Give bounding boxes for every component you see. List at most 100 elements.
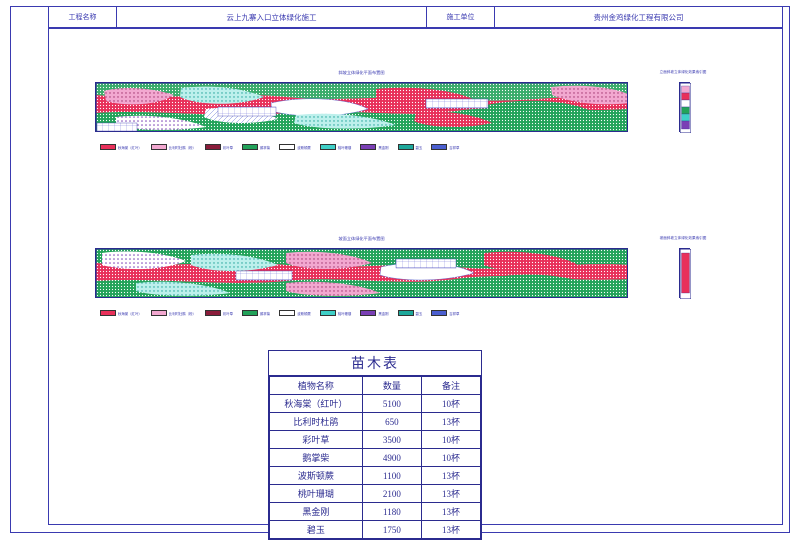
legend-item: 吉祥草	[431, 144, 459, 150]
legend-row-2: 秋海棠（红叶） 比利时杜鹃（粉） 彩叶草 鹅掌柴 波斯顿蕨 桃叶珊瑚 黑金刚 碧…	[100, 310, 468, 316]
legend-label: 鹅掌柴	[260, 145, 271, 150]
legend-swatch	[360, 144, 377, 150]
legend-swatch	[150, 144, 167, 150]
table-row: 波斯顿蕨 1100 13杯	[269, 466, 482, 485]
legend-label: 波斯顿蕨	[297, 145, 311, 150]
legend-swatch	[397, 144, 414, 150]
table-row: 碧玉 1750 13杯	[269, 520, 482, 539]
cell-remark: 10杯	[420, 448, 482, 467]
cell-remark: 10杯	[420, 394, 482, 413]
legend-swatch	[100, 310, 116, 316]
legend-swatch	[431, 310, 448, 316]
cell-plant-name: 桃叶珊瑚	[269, 484, 363, 503]
plan-2-svg	[96, 249, 627, 297]
cell-quantity: 1180	[361, 502, 422, 521]
table-row: 彩叶草 3500 10杯	[269, 430, 482, 449]
legend-swatch	[279, 310, 296, 316]
table-row: 秋海棠（红叶） 5100 10杯	[269, 394, 482, 413]
cell-plant-name: 碧玉	[269, 520, 363, 539]
legend-swatch	[204, 144, 221, 150]
plan-1-drawing	[95, 82, 628, 132]
construction-unit-value: 贵州金鸡绿化工程有限公司	[593, 12, 684, 22]
legend-item: 桃叶珊瑚	[319, 310, 351, 316]
legend-swatch	[242, 310, 259, 316]
legend-item: 鹅掌柴	[242, 144, 270, 150]
legend-item: 黑金刚	[360, 310, 389, 316]
cell-quantity: 4900	[361, 448, 422, 467]
cell-remark: 13杯	[420, 466, 482, 485]
plan-2-drawing	[95, 248, 628, 298]
cell-remark: 13杯	[420, 484, 482, 503]
cell-quantity: 2100	[361, 484, 422, 503]
legend-label: 黑金刚	[378, 145, 389, 150]
legend-label: 黑金刚	[378, 311, 389, 316]
plan-1-svg	[96, 83, 627, 131]
legend-label: 彩叶草	[222, 311, 234, 316]
plant-table: 苗木表 植物名称 数量 备注 秋海棠（红叶） 5100 10杯 比利时杜鹃 65…	[268, 350, 482, 540]
side-index-2-box	[679, 248, 692, 300]
legend-swatch	[204, 310, 221, 316]
project-name-label: 工程名称	[49, 7, 117, 27]
plan-2-caption: 坡面立体绿化平面布置图	[338, 236, 385, 241]
title-block: 工程名称 云上九寨入口立体绿化施工 施工单位 贵州金鸡绿化工程有限公司	[48, 6, 783, 28]
header-plant-name: 植物名称	[269, 376, 363, 395]
legend-swatch	[279, 144, 296, 150]
legend-item: 比利时杜鹃（粉）	[150, 144, 196, 150]
side-index-2-svg	[679, 248, 692, 300]
legend-label: 碧玉	[415, 145, 423, 150]
legend-item: 碧玉	[397, 144, 423, 150]
cell-plant-name: 黑金刚	[269, 502, 363, 521]
legend-label: 彩叶草	[222, 145, 234, 150]
legend-swatch	[100, 144, 116, 150]
legend-swatch	[242, 144, 259, 150]
legend-item: 黑金刚	[360, 144, 389, 150]
legend-label: 秋海棠（红叶）	[118, 145, 142, 150]
legend-label: 桃叶珊瑚	[337, 145, 352, 150]
legend-label: 比利时杜鹃（粉）	[168, 311, 196, 316]
legend-swatch	[431, 144, 448, 150]
legend-label: 比利时杜鹃（粉）	[168, 145, 196, 150]
legend-item: 桃叶珊瑚	[319, 144, 352, 150]
side-index-1-svg	[679, 82, 692, 134]
side-index-2-caption: 坡面斜坡立体绿化效果索引图	[659, 236, 707, 240]
cell-plant-name: 秋海棠（红叶）	[269, 394, 363, 413]
cell-remark: 13杯	[420, 520, 482, 539]
legend-label: 吉祥草	[449, 311, 460, 316]
legend-swatch	[150, 310, 167, 316]
legend-item: 彩叶草	[204, 144, 234, 150]
plant-table-grid: 植物名称 数量 备注 秋海棠（红叶） 5100 10杯 比利时杜鹃 650 13…	[269, 376, 482, 539]
legend-item: 波斯顿蕨	[279, 144, 311, 150]
legend-item: 波斯顿蕨	[279, 310, 311, 316]
legend-swatch	[319, 144, 336, 150]
cell-quantity: 1100	[361, 466, 422, 485]
cell-remark: 10杯	[420, 430, 482, 449]
side-index-1-caption: 立面斜坡立体绿化效果索引图	[659, 70, 707, 74]
legend-item: 碧玉	[397, 310, 423, 316]
cell-quantity: 5100	[361, 394, 422, 413]
cell-plant-name: 彩叶草	[269, 430, 363, 449]
header-quantity: 数量	[361, 376, 422, 395]
table-row: 鹅掌柴 4900 10杯	[269, 448, 482, 467]
cell-plant-name: 波斯顿蕨	[269, 466, 363, 485]
legend-item: 鹅掌柴	[242, 310, 270, 316]
legend-label: 秋海棠（红叶）	[118, 311, 142, 316]
table-header-row: 植物名称 数量 备注	[269, 376, 482, 395]
project-name-value: 云上九寨入口立体绿化施工	[117, 7, 427, 27]
legend-item: 彩叶草	[204, 310, 234, 316]
legend-label: 波斯顿蕨	[297, 311, 311, 316]
construction-unit-label: 施工单位	[427, 7, 495, 27]
side-index-1-box	[679, 82, 692, 134]
cell-plant-name: 比利时杜鹃	[269, 412, 363, 431]
legend-item: 秋海棠（红叶）	[100, 144, 142, 150]
legend-item: 比利时杜鹃（粉）	[150, 310, 196, 316]
legend-label: 鹅掌柴	[260, 311, 271, 316]
legend-label: 碧玉	[415, 311, 423, 316]
legend-item: 吉祥草	[431, 310, 459, 316]
cell-remark: 13杯	[420, 412, 482, 431]
cell-remark: 13杯	[420, 502, 482, 521]
plan-1-caption: 斜坡立体绿化平面布置图	[338, 70, 385, 75]
cell-quantity: 650	[361, 412, 422, 431]
legend-row-1: 秋海棠（红叶） 比利时杜鹃（粉） 彩叶草 鹅掌柴 波斯顿蕨 桃叶珊瑚 黑金刚 碧…	[100, 144, 468, 150]
legend-label: 吉祥草	[449, 145, 460, 150]
